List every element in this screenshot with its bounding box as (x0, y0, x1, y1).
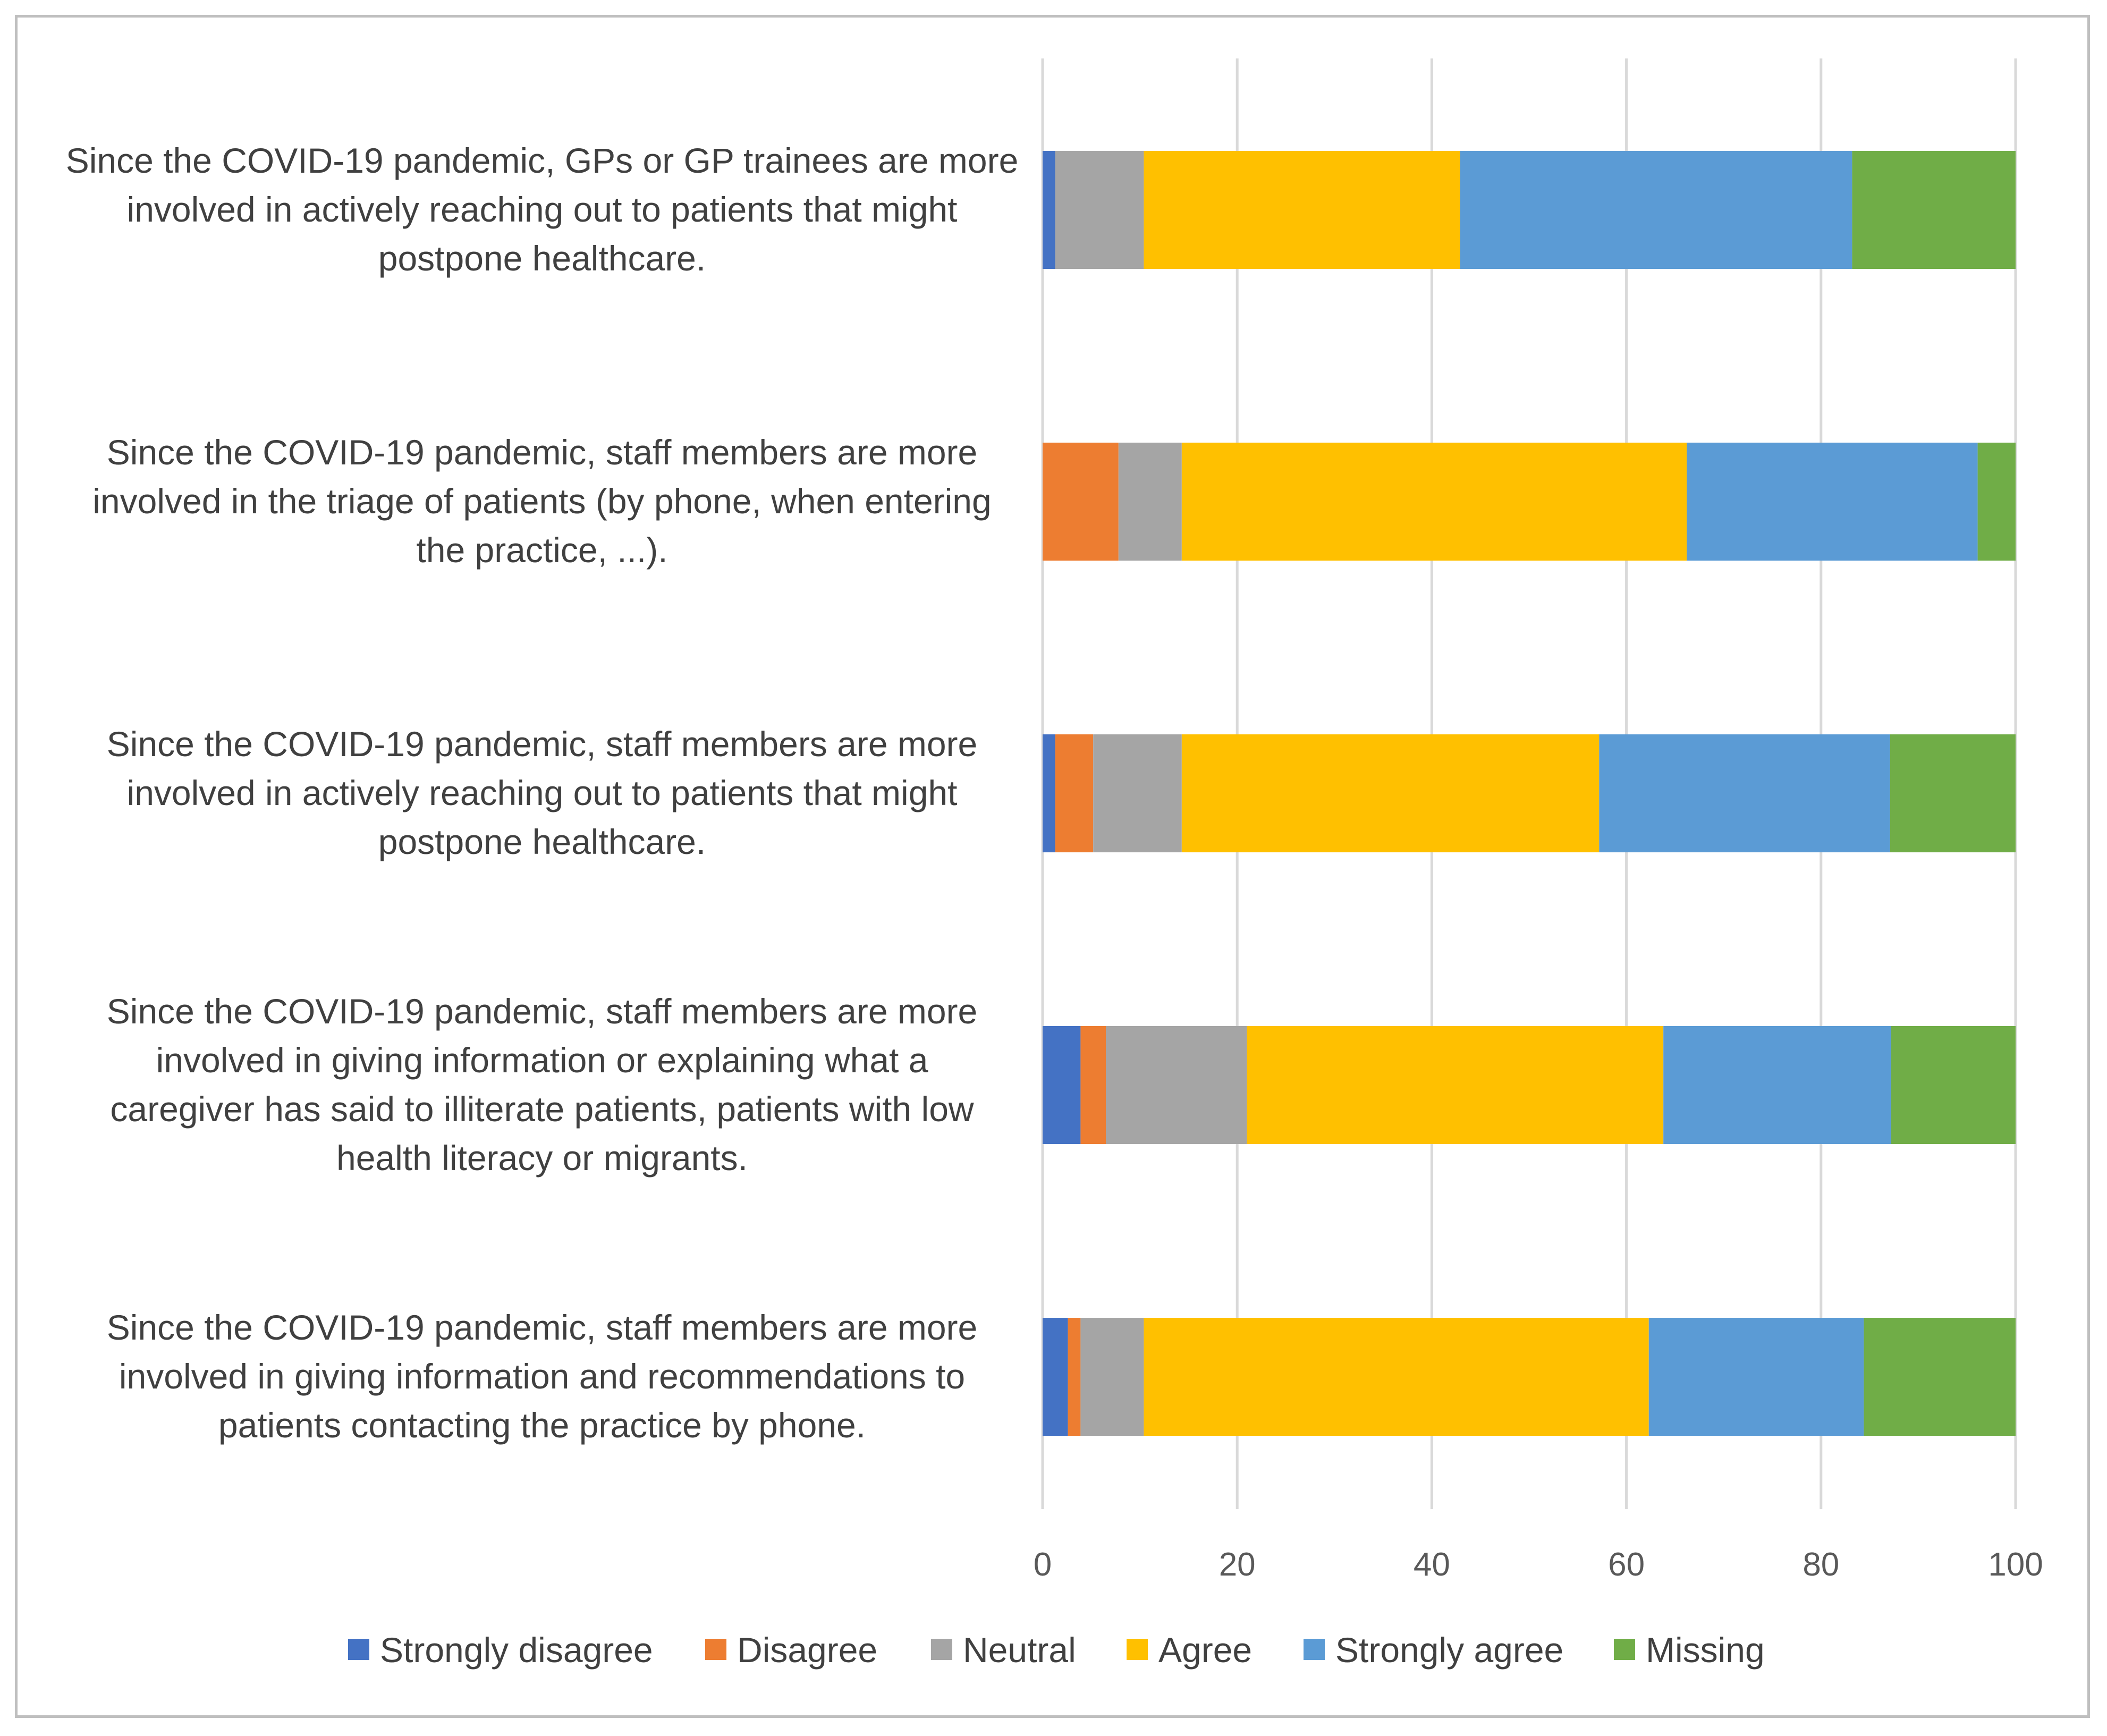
category-label-line: involved in actively reaching out to pat… (127, 773, 958, 812)
legend-swatch (1614, 1639, 1635, 1660)
legend-item-strongly-agree: Strongly agree (1304, 1630, 1563, 1670)
bar-segment-strongly-disagree (1043, 1026, 1081, 1144)
x-tick-label: 20 (1219, 1546, 1256, 1583)
legend-item-missing: Missing (1614, 1630, 1765, 1670)
legend-swatch (348, 1639, 369, 1660)
x-axis-tick-labels: 0 20 40 60 80 100 (1034, 1546, 2043, 1583)
legend-label: Strongly disagree (380, 1630, 653, 1670)
x-tick-label: 40 (1414, 1546, 1450, 1583)
legend-label: Missing (1646, 1630, 1765, 1670)
category-label-line: Since the COVID-19 pandemic, staff membe… (107, 992, 977, 1031)
bar-segment-disagree (1043, 443, 1119, 561)
bar-segment-agree (1144, 151, 1460, 269)
legend-label: Strongly agree (1335, 1630, 1563, 1670)
legend-swatch (705, 1639, 726, 1660)
bar-segment-disagree (1068, 1318, 1081, 1436)
bar-segment-neutral (1055, 151, 1144, 269)
category-label-line: involved in giving information and recom… (119, 1357, 965, 1396)
bar-segment-strongly-disagree (1043, 1318, 1068, 1436)
bar-segment-strongly-agree (1663, 1026, 1891, 1144)
legend-item-neutral: Neutral (931, 1630, 1076, 1670)
bar-segment-missing (1852, 151, 2016, 269)
bar-segment-strongly-disagree (1043, 734, 1055, 852)
category-label: Since the COVID-19 pandemic, staff membe… (107, 724, 977, 861)
legend-label: Agree (1158, 1630, 1252, 1670)
category-label-line: involved in actively reaching out to pat… (127, 190, 958, 229)
legend: Strongly disagree Disagree Neutral Agree Str… (348, 1630, 1765, 1670)
category-labels: Since the COVID-19 pandemic, GPs or GP t… (66, 141, 1019, 1445)
bar-segment-missing (1864, 1318, 2016, 1436)
bar-segment-agree (1144, 1318, 1649, 1436)
bar-segment-disagree (1080, 1026, 1106, 1144)
bar-segment-strongly-agree (1687, 443, 1978, 561)
category-label: Since the COVID-19 pandemic, staff membe… (107, 992, 977, 1178)
category-label-line: health literacy or migrants. (336, 1138, 748, 1178)
bar-segment-strongly-agree (1648, 1318, 1864, 1436)
bar-segment-neutral (1106, 1026, 1247, 1144)
category-label-line: Since the COVID-19 pandemic, staff membe… (107, 724, 977, 764)
bar-segment-missing (1891, 1026, 2016, 1144)
bar-segment-missing (1890, 734, 2016, 852)
legend-label: Neutral (963, 1630, 1076, 1670)
bar-segment-agree (1181, 734, 1600, 852)
category-label-line: postpone healthcare. (378, 239, 706, 278)
bar-segment-disagree (1055, 734, 1094, 852)
x-tick-label: 80 (1803, 1546, 1839, 1583)
category-label: Since the COVID-19 pandemic, staff membe… (92, 433, 991, 570)
category-label: Since the COVID-19 pandemic, GPs or GP t… (66, 141, 1019, 278)
legend-item-strongly-disagree: Strongly disagree (348, 1630, 653, 1670)
bar-segment-neutral (1093, 734, 1182, 852)
legend-swatch (931, 1639, 952, 1660)
category-label-line: the practice, ...). (416, 530, 667, 570)
bar-segment-missing (1977, 443, 2016, 561)
category-label-line: postpone healthcare. (378, 822, 706, 861)
legend-item-disagree: Disagree (705, 1630, 877, 1670)
bar-segment-agree (1181, 443, 1687, 561)
category-label-line: Since the COVID-19 pandemic, staff membe… (107, 433, 977, 472)
category-label-line: involved in the triage of patients (by p… (92, 481, 991, 521)
bar-segment-neutral (1080, 1318, 1144, 1436)
x-tick-label: 0 (1034, 1546, 1052, 1583)
bar-segment-agree (1247, 1026, 1664, 1144)
legend-label: Disagree (737, 1630, 877, 1670)
legend-item-agree: Agree (1127, 1630, 1252, 1670)
x-tick-label: 100 (1988, 1546, 2043, 1583)
bars (1043, 151, 2016, 1436)
category-label-line: Since the COVID-19 pandemic, GPs or GP t… (66, 141, 1019, 180)
legend-swatch (1304, 1639, 1325, 1660)
bar-segment-strongly-agree (1599, 734, 1890, 852)
category-label-line: caregiver has said to illiterate patient… (110, 1089, 974, 1129)
category-label-line: involved in giving information or explai… (156, 1040, 928, 1080)
category-label: Since the COVID-19 pandemic, staff membe… (107, 1308, 977, 1445)
bar-segment-strongly-disagree (1043, 151, 1055, 269)
category-label-line: Since the COVID-19 pandemic, staff membe… (107, 1308, 977, 1347)
category-label-line: patients contacting the practice by phon… (218, 1405, 866, 1445)
legend-swatch (1127, 1639, 1148, 1660)
bar-segment-neutral (1118, 443, 1182, 561)
x-tick-label: 60 (1608, 1546, 1645, 1583)
bar-segment-strongly-agree (1460, 151, 1852, 269)
